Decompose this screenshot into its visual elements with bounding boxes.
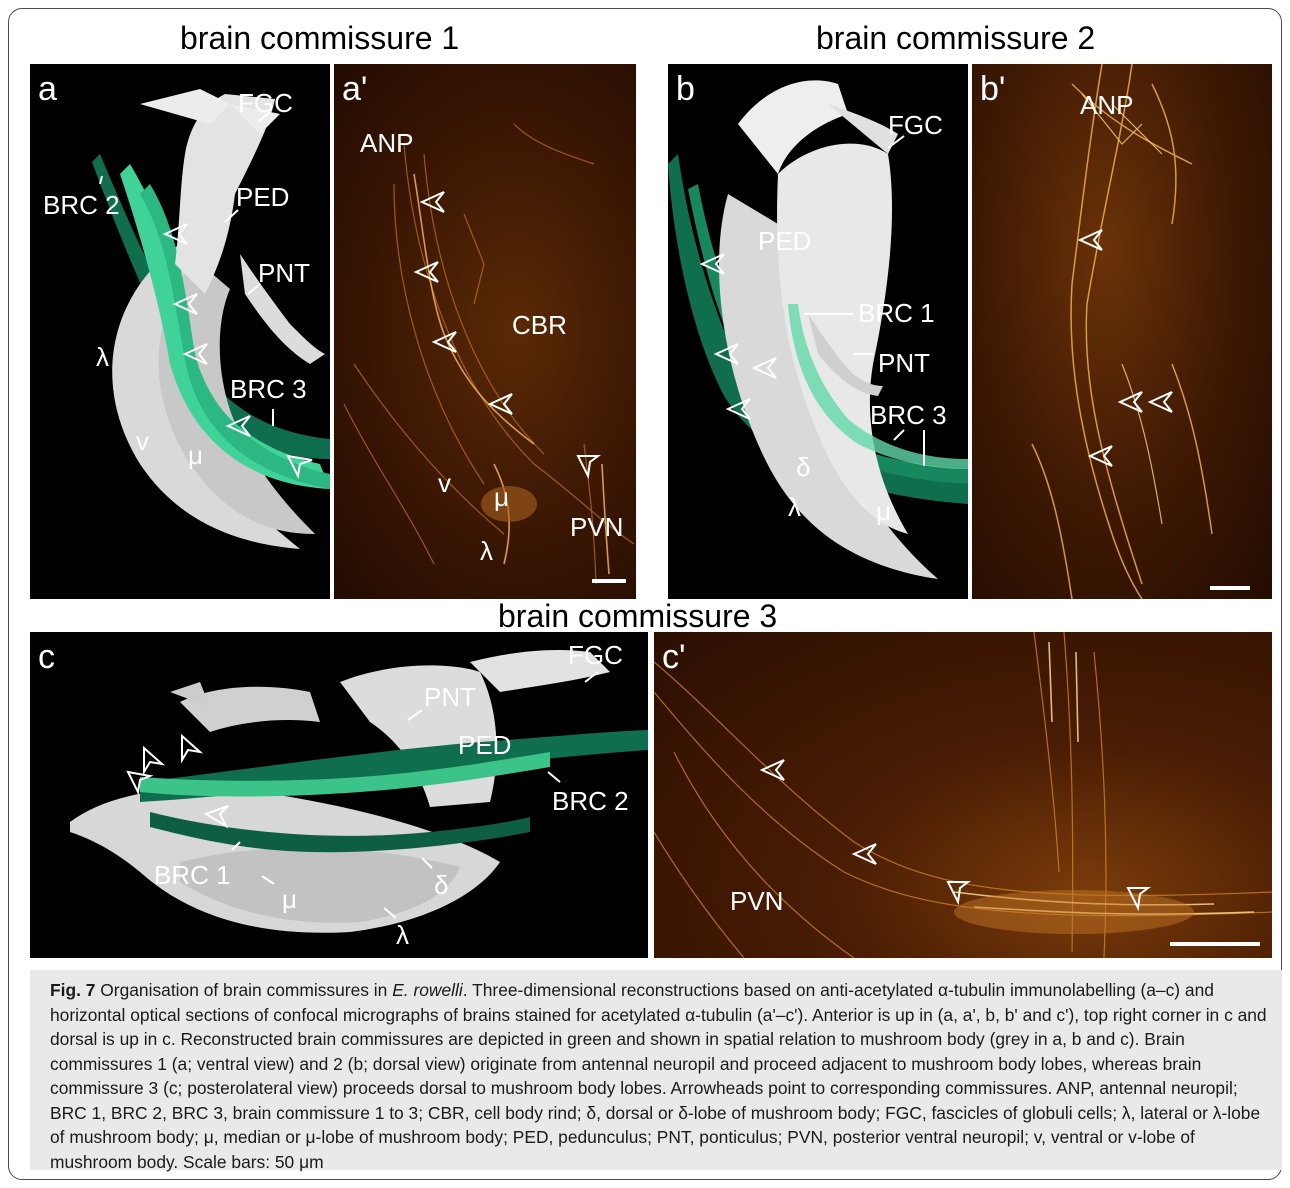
title-brain-commissure-3: brain commissure 3 [498,598,778,634]
label-delta: δ [796,452,811,482]
label-cbr: CBR [512,310,567,340]
title-brain-commissure-2: brain commissure 2 [816,20,1096,56]
label-pvn: PVN [730,886,784,916]
label-brc3: BRC 3 [230,374,307,404]
label-pvn: PVN [570,512,624,542]
label-lambda: λ [788,492,801,522]
caption-species: E. rowelli [392,980,463,1000]
label-lambda: λ [480,536,493,566]
label-pnt: PNT [878,348,930,378]
panel-b-reconstruction [668,80,968,579]
label-brc1: BRC 1 [858,298,935,328]
panel-a-prime: a' ANP CBR v μ PVN λ [334,64,636,599]
panel-b-prime-micrograph [1031,64,1213,599]
panel-letter-b-prime: b' [980,70,1006,108]
label-fgc: FGC [238,88,293,118]
panel-c: c FGC PNT PED BRC 2 BRC 1 μ δ λ [30,632,648,958]
label-mu: μ [188,440,203,470]
label-delta: δ [434,870,449,900]
panel-c-reconstruction [70,650,648,933]
scale-bar [1210,586,1250,590]
label-brc1: BRC 1 [154,860,231,890]
panel-letter-c-prime: c' [662,638,686,676]
label-fgc: FGC [888,110,943,140]
label-mu: μ [282,884,297,914]
label-anp: ANP [360,128,414,158]
label-lambda: λ [96,342,109,372]
panel-letter-b: b [676,70,695,108]
caption-text: Three-dimensional reconstructions based … [50,980,1267,1172]
figure-frame [8,8,1282,1180]
panel-c-prime-micrograph [654,632,1272,958]
panel-a-reconstruction [92,89,330,549]
label-ped: PED [758,226,812,256]
caption-title: Organisation of brain commissures in [100,980,388,1000]
panel-a-prime-micrograph [343,123,635,585]
scale-bar [592,579,626,583]
label-mu: μ [494,482,509,512]
label-brc2: BRC 2 [43,190,120,220]
label-pnt: PNT [424,682,476,712]
label-brc3: BRC 3 [870,400,947,430]
label-brc2: BRC 2 [552,786,629,816]
label-mu: μ [876,496,891,526]
label-fgc: FGC [568,640,623,670]
label-pnt: PNT [258,258,310,288]
panel-letter-a-prime: a' [342,70,368,108]
panel-letter-a: a [38,70,57,108]
figure-caption: Fig. 7 Organisation of brain commissures… [50,980,1267,1172]
panel-letter-c: c [38,638,55,676]
label-lambda: λ [396,920,409,950]
label-ped: PED [458,730,512,760]
scale-bar [1170,942,1260,946]
panel-c-prime: c' PVN [654,632,1272,958]
panel-a: a FGC BRC 2 PED PNT λ BRC 3 v μ [30,64,330,599]
panel-b: b FGC PED BRC 1 PNT BRC 3 δ λ μ [668,64,968,599]
caption-fig-number: Fig. 7 [50,980,96,1000]
label-anp: ANP [1080,90,1134,120]
title-brain-commissure-1: brain commissure 1 [180,20,460,56]
label-v: v [136,426,149,456]
label-ped: PED [236,182,290,212]
caption-background [30,970,1282,1170]
label-v: v [438,468,451,498]
panel-b-prime: b' ANP [972,64,1272,599]
